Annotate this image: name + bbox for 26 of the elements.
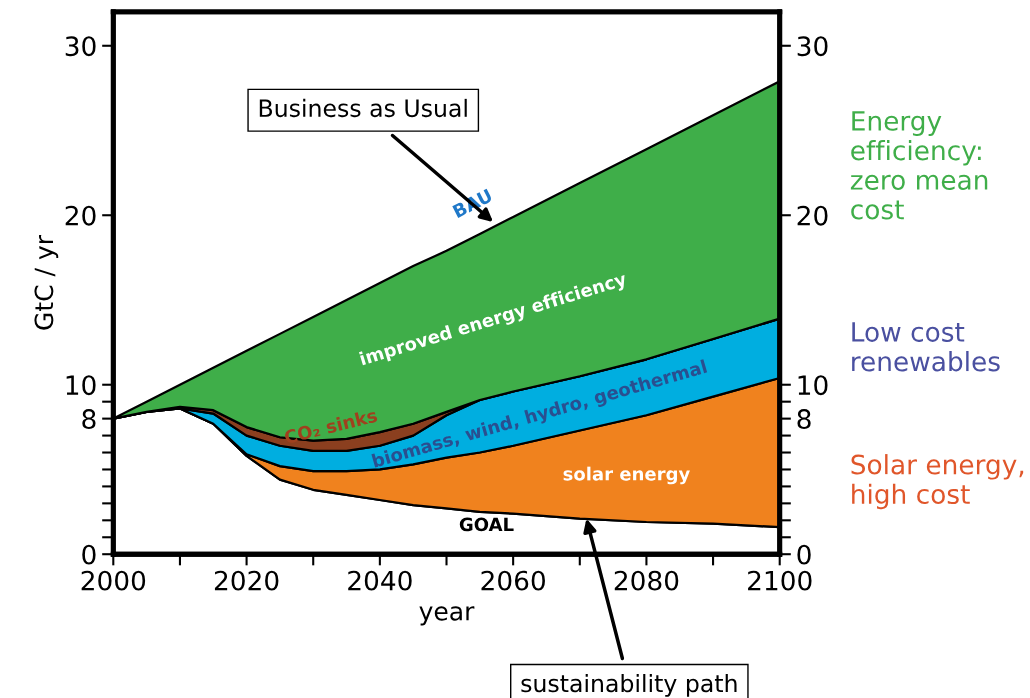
x-tick-label: 2040 — [348, 570, 412, 591]
x-tick-label: 2060 — [481, 570, 545, 591]
y2-tick-label: 20 — [797, 205, 828, 226]
y2-tick-label: 8 — [797, 409, 811, 430]
y-tick-label: 8 — [82, 409, 96, 430]
x-tick-label: 2080 — [614, 570, 679, 591]
text: Solar energy, high cost — [851, 454, 1024, 510]
text: CO₂ sinks — [283, 407, 378, 445]
x-tick-label: 2000 — [81, 570, 146, 591]
annotation: Business as Usual — [259, 98, 467, 118]
y2-tick-label: 10 — [798, 375, 828, 396]
series-label: GOAL — [459, 517, 514, 532]
y-tick-label: 10 — [66, 375, 96, 396]
y-axis-title: GtC / yr — [34, 235, 59, 330]
y-tick-label: 20 — [65, 205, 96, 226]
text: Energy efficiency: zero mean cost — [850, 111, 988, 220]
text: Low cost renewables — [852, 322, 1000, 372]
x-tick-label: 2020 — [214, 570, 279, 591]
y2-tick-label: 0 — [797, 544, 811, 565]
x-tick-label: 2100 — [748, 570, 812, 591]
annotation: sustainability path — [521, 674, 737, 697]
y2-tick-label: 30 — [797, 36, 828, 57]
series-label: solar energy — [563, 466, 690, 485]
y-tick-label: 30 — [65, 36, 96, 57]
y-tick-label: 0 — [82, 544, 96, 565]
x-axis-title: year — [419, 606, 475, 626]
